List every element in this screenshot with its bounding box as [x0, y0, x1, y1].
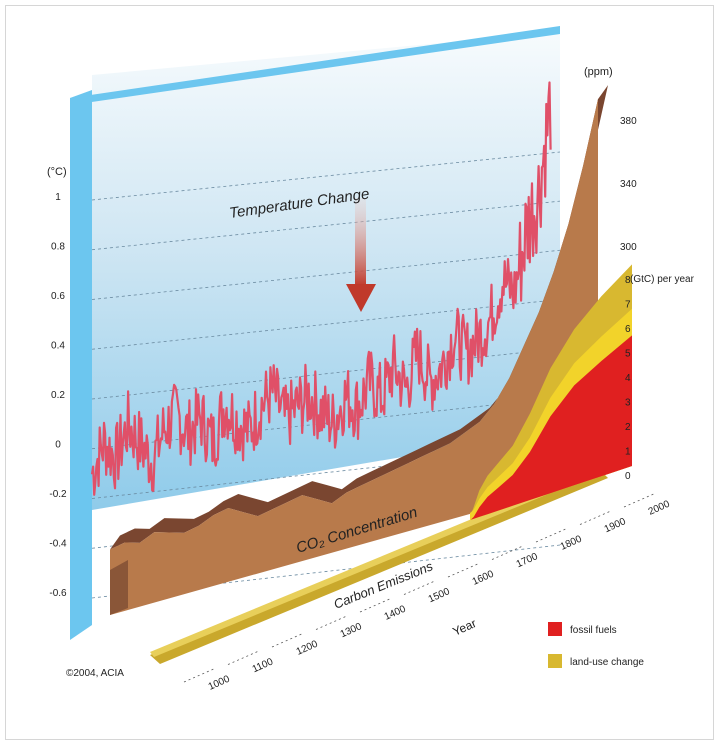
legend-label-land-use-change: land-use change — [570, 657, 644, 668]
temperature-axis-ticks: 1 0.8 0.6 0.4 0.2 0 -0.2 -0.4 -0.6 — [49, 192, 67, 599]
temperature-tick-label: 0.8 — [51, 242, 65, 253]
emissions-tick-label: 6 — [625, 324, 631, 335]
legend-swatch-land-use-change — [548, 654, 562, 668]
emissions-tick-label: 4 — [625, 373, 631, 384]
land-use-ribbon — [150, 470, 608, 664]
year-tick-label: 1900 — [603, 516, 628, 535]
temperature-tick-label: -0.4 — [49, 539, 67, 550]
year-tick-label: 1100 — [251, 656, 276, 675]
temperature-arrow-head — [346, 284, 376, 312]
legend-swatch-fossil-fuels — [548, 622, 562, 636]
year-gridline — [403, 580, 437, 595]
co2-unit: (ppm) — [584, 66, 613, 78]
temperature-panel — [92, 32, 560, 510]
temperature-gridline — [91, 200, 561, 251]
year-tick-label: 1000 — [207, 673, 232, 692]
temperature-gridline — [91, 151, 561, 201]
year-tick-label: 1200 — [295, 638, 320, 657]
emissions-tick-label: 2 — [625, 422, 631, 433]
temperature-series-line — [90, 81, 552, 496]
temperature-tick-label: 0.6 — [51, 291, 65, 302]
emissions-tick-label: 8 — [625, 275, 631, 286]
co2-tick-label: 380 — [620, 116, 637, 127]
year-gridline — [183, 667, 217, 683]
year-tick-label: 1700 — [515, 551, 540, 570]
year-tick-label: 2000 — [647, 498, 672, 517]
temperature-gridline — [91, 249, 561, 300]
temperature-tick-label: -0.6 — [49, 588, 67, 599]
year-tick-label: 1800 — [559, 533, 584, 552]
fossil-fuels-area — [470, 335, 632, 520]
credit-text: ©2004, ACIA — [66, 668, 124, 679]
co2-tick-label: 340 — [620, 179, 637, 190]
co2-tick-label: 300 — [620, 242, 637, 253]
co2-ribbon-front — [110, 99, 598, 616]
legend-label-fossil-fuels: fossil fuels — [570, 625, 617, 636]
co2-axis-ticks: 380 340 300 — [620, 116, 637, 253]
year-gridline — [271, 632, 305, 648]
emissions-tick-label: 0 — [625, 471, 631, 482]
year-gridline — [359, 597, 393, 613]
year-gridline — [447, 562, 481, 578]
land-use-ribbon-edge — [150, 466, 604, 657]
x-axis-label: Year — [451, 616, 479, 639]
emissions-tick-label: 3 — [625, 398, 631, 409]
temperature-tick-label: 0 — [55, 440, 61, 451]
emissions-tick-label: 5 — [625, 349, 631, 360]
temperature-arrow-shaft — [355, 198, 366, 286]
year-gridline — [227, 650, 261, 665]
emissions-tick-label: 1 — [625, 447, 631, 458]
year-gridline — [623, 492, 657, 508]
temperature-tick-label: 1 — [55, 192, 61, 203]
temperature-panel-top-bar — [70, 26, 560, 104]
temperature-tick-label: -0.2 — [49, 489, 67, 500]
year-gridline — [535, 527, 569, 543]
temperature-panel-left-bar — [70, 90, 92, 640]
year-tick-label: 1300 — [339, 621, 364, 640]
temperature-tick-label: 0.2 — [51, 390, 65, 401]
emissions-unit: (GtC) per year — [630, 274, 695, 285]
temperature-gridline — [91, 298, 561, 350]
temperature-tick-label: 0.4 — [51, 341, 65, 352]
year-gridline — [315, 615, 349, 630]
year-gridline — [579, 510, 613, 525]
year-tick-label: 1600 — [471, 568, 496, 587]
emissions-axis-ticks: 8 7 6 5 4 3 2 1 0 — [625, 275, 631, 482]
co2-ribbon-left-end — [110, 560, 128, 615]
year-tick-label: 1400 — [383, 603, 408, 622]
emissions-tick-label: 7 — [625, 300, 631, 311]
year-tick-label: 1500 — [427, 586, 452, 605]
temperature-unit: (°C) — [47, 166, 67, 178]
year-gridline — [491, 545, 525, 560]
